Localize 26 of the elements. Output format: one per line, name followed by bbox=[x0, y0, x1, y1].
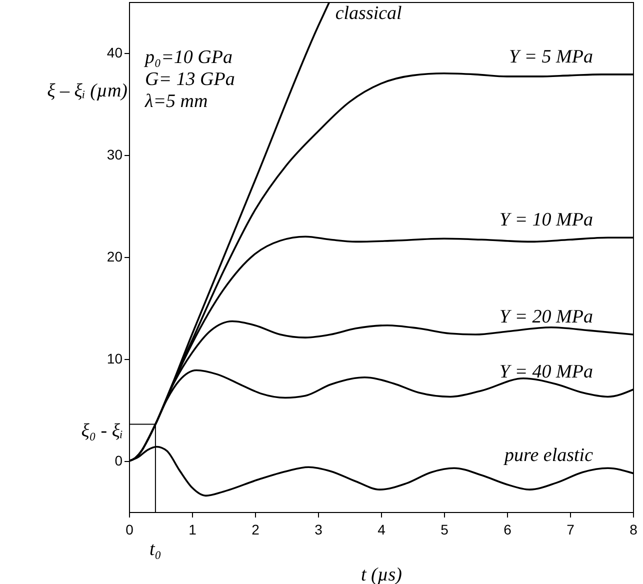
series-label: Y = 20 MPa bbox=[499, 306, 593, 328]
ref-line-label: t₀ bbox=[150, 539, 162, 560]
x-tick-label: 3 bbox=[314, 522, 323, 538]
x-tick-label: 2 bbox=[252, 522, 260, 538]
series-label: Y = 5 MPa bbox=[508, 46, 593, 68]
y-tick-label: 0 bbox=[114, 452, 123, 468]
y-tick-label: 30 bbox=[106, 146, 123, 162]
x-tick-label: 5 bbox=[440, 522, 449, 538]
y-tick-label: 10 bbox=[106, 350, 123, 366]
x-tick-label: 0 bbox=[126, 522, 134, 538]
y-axis-title: ξ – ξᵢ (µm) bbox=[47, 80, 128, 102]
x-tick-label: 7 bbox=[566, 522, 575, 538]
x-tick-label: 4 bbox=[378, 522, 386, 538]
x-tick-label: 6 bbox=[504, 522, 512, 538]
annotation: p₀=10 GPa bbox=[143, 47, 233, 68]
x-tick-label: 1 bbox=[188, 522, 197, 538]
x-tick-label: 8 bbox=[630, 522, 638, 538]
series-label: Y = 10 MPa bbox=[499, 210, 593, 231]
annotation: G= 13 GPa bbox=[145, 69, 235, 90]
y-tick-label: 20 bbox=[106, 248, 123, 264]
series-label: pure elastic bbox=[502, 445, 594, 466]
series-label: classical bbox=[335, 3, 402, 24]
annotation: λ=5 mm bbox=[144, 91, 208, 112]
series-label: Y = 40 MPa bbox=[499, 362, 593, 383]
y-tick-label: 40 bbox=[106, 44, 123, 60]
ref-line-label: ξ₀ - ξᵢ bbox=[81, 420, 123, 442]
